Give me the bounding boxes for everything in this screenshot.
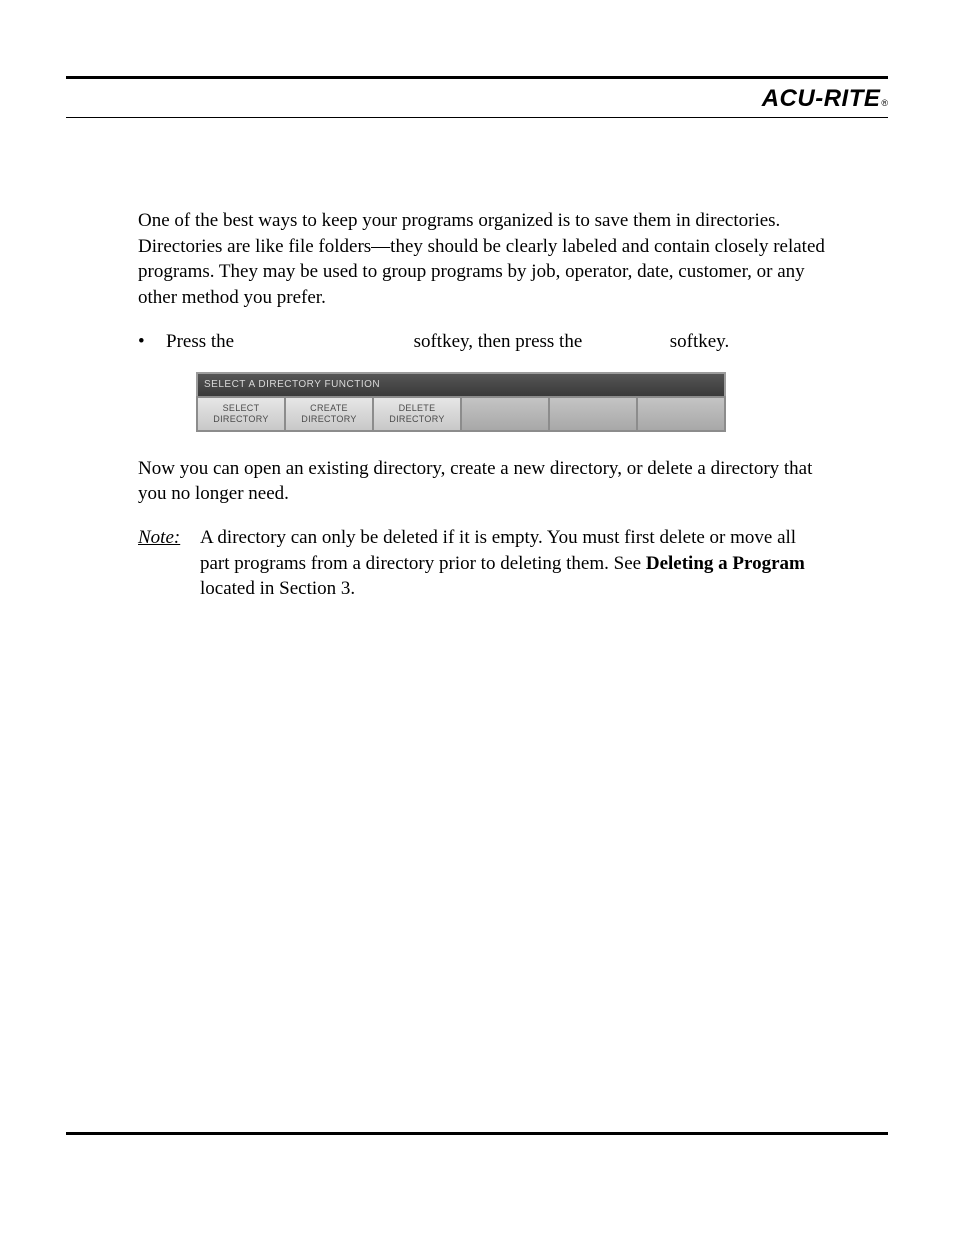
registered-mark: ® <box>881 98 888 108</box>
delete-directory-button[interactable]: DELETE DIRECTORY <box>374 398 462 430</box>
bullet-pre: Press the <box>166 331 234 352</box>
select-directory-button[interactable]: SELECT DIRECTORY <box>198 398 286 430</box>
brand-logo: ACU-RITE <box>762 85 881 113</box>
btn-line2: DIRECTORY <box>213 414 268 425</box>
note-block: Note: A directory can only be deleted if… <box>138 525 826 602</box>
empty-softkey-6[interactable] <box>638 398 724 430</box>
bullet-post: softkey. <box>670 331 729 352</box>
btn-line1: DELETE <box>399 403 436 414</box>
page: ACU-RITE® One of the best ways to keep y… <box>0 0 954 1235</box>
btn-line1: CREATE <box>310 403 348 414</box>
btn-line1: SELECT <box>223 403 260 414</box>
softkey-button-row: SELECT DIRECTORY CREATE DIRECTORY DELETE… <box>196 396 726 432</box>
note-bold-ref: Deleting a Program <box>646 553 805 574</box>
bullet-item: • Press the softkey, then press the soft… <box>138 329 826 355</box>
softkey-panel: SELECT A DIRECTORY FUNCTION SELECT DIREC… <box>196 372 726 432</box>
create-directory-button[interactable]: CREATE DIRECTORY <box>286 398 374 430</box>
followup-paragraph: Now you can open an existing directory, … <box>138 456 826 507</box>
note-text-b: located in Section 3. <box>200 578 355 599</box>
intro-paragraph: One of the best ways to keep your progra… <box>138 208 826 311</box>
empty-softkey-5[interactable] <box>550 398 638 430</box>
bullet-marker: • <box>138 329 166 355</box>
bullet-mid: softkey, then press the <box>414 331 583 352</box>
btn-line2: DIRECTORY <box>301 414 356 425</box>
content-area: One of the best ways to keep your progra… <box>66 118 826 602</box>
header-brand-row: ACU-RITE® <box>66 85 888 113</box>
empty-softkey-4[interactable] <box>462 398 550 430</box>
btn-line2: DIRECTORY <box>389 414 444 425</box>
softkey-header: SELECT A DIRECTORY FUNCTION <box>196 372 726 396</box>
note-body: A directory can only be deleted if it is… <box>200 525 826 602</box>
top-rule <box>66 76 888 79</box>
note-label: Note: <box>138 525 200 602</box>
bottom-rule <box>66 1132 888 1135</box>
bullet-text: Press the softkey, then press the softke… <box>166 329 826 355</box>
